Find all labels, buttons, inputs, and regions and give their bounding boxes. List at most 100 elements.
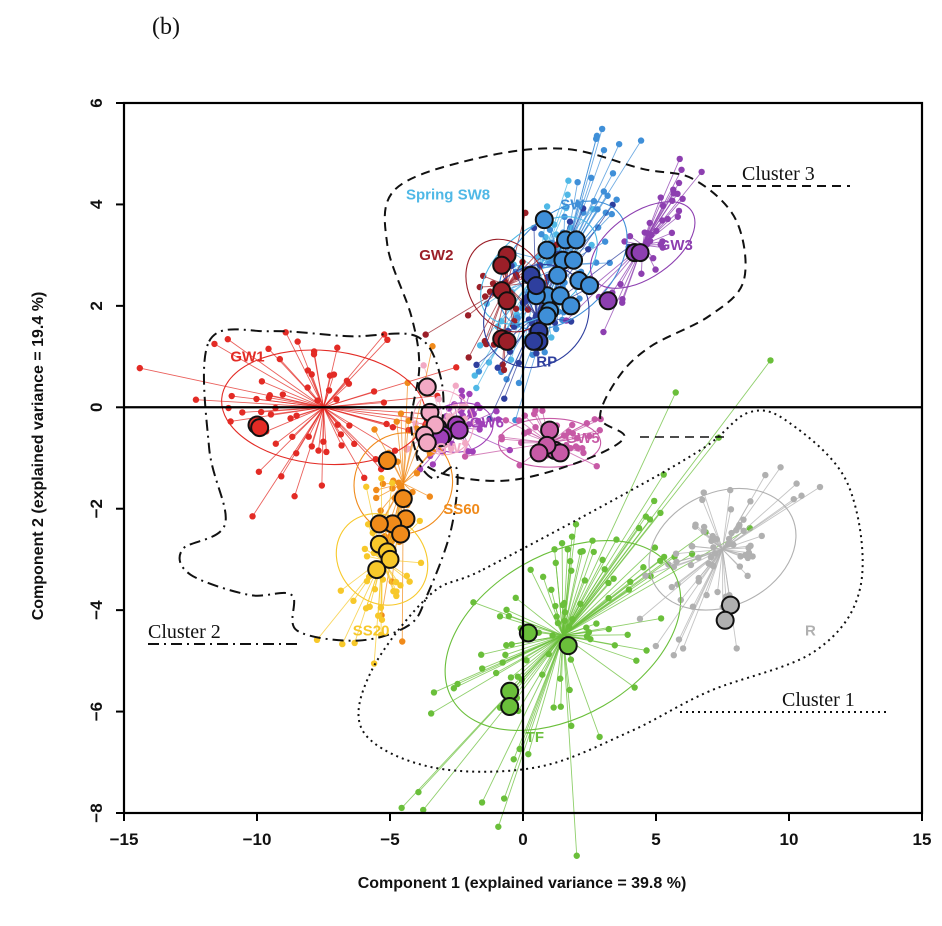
sample-point [453,364,460,371]
sample-point [651,544,659,551]
sample-point [384,336,391,344]
sample-point [816,483,824,491]
sample-point [333,396,340,403]
sample-point [593,462,600,470]
sample-point [476,426,483,433]
spoke-line [701,499,723,550]
group-label-gw6: GW6 [470,415,504,432]
group-label-gw2: GW2 [419,247,453,264]
group-label-sw: SW [560,197,585,214]
y-tick-label: 6 [87,98,106,107]
sample-point [568,722,575,730]
spoke-line [682,549,723,649]
centroid-marker [630,243,650,263]
sample-point [320,438,327,445]
sample-point [506,446,514,454]
sample-point [651,497,658,505]
sample-point [378,475,385,482]
spoke-line [323,339,388,408]
sample-point [588,174,595,182]
sample-point [398,804,405,812]
sample-point [581,577,589,584]
spoke-line [139,367,324,408]
sample-point [585,246,592,253]
sample-point [790,495,797,503]
centroid-marker [564,250,584,270]
sample-point [541,349,548,356]
spoke-line [268,397,324,408]
x-tick-label: −15 [110,830,139,849]
sample-point [393,418,400,425]
sample-point [371,586,379,593]
sample-point [477,651,485,658]
cluster-outline-cluster-2 [178,328,459,642]
sample-point [525,750,532,758]
sample-point [361,545,369,553]
sample-point [633,657,640,664]
sample-point [608,210,616,218]
centroid-marker [417,433,437,453]
sample-point [523,657,530,664]
centroid-marker [497,291,517,311]
sample-point [593,620,600,627]
centroid-marker [526,276,546,296]
cluster-label-cluster-1: Cluster 1 [782,689,855,711]
sample-point [758,532,765,540]
ellipse-r [648,487,797,611]
centroid-marker [250,418,270,438]
sample-point [427,710,435,717]
spoke-line [508,615,564,636]
sample-point [370,388,378,395]
sample-point [604,192,611,199]
sample-point [485,359,493,366]
spoke-line [639,548,723,620]
spoke-line [401,483,404,642]
sample-point [567,558,574,565]
sample-point [377,604,385,611]
sample-point [568,533,576,540]
sample-point [675,207,683,215]
centroid-marker [449,420,469,440]
sample-point [668,583,676,591]
spoke-line [717,549,723,593]
sample-point [500,366,508,374]
sample-point [492,669,500,677]
sample-point [554,619,562,627]
spoke-line [549,429,600,444]
y-axis-title: Component 2 (explained variance = 19.4 %… [30,292,47,621]
spoke-line [510,635,564,678]
centroid-marker [369,514,389,534]
y-tick-label: 0 [87,403,106,412]
sample-point [318,482,326,489]
sample-point [613,196,620,203]
spoke-line [321,407,324,486]
sample-point [672,550,680,557]
spoke-line [442,385,457,423]
sample-point [422,331,429,338]
sample-point [429,461,437,468]
sample-point [605,625,612,633]
sample-point [426,493,434,500]
centroid-marker [566,230,586,250]
spoke-line [323,406,409,431]
sample-point [500,795,508,802]
spoke-line [275,406,324,445]
centroid-marker [500,697,520,716]
spoke-line [252,407,324,517]
sample-point [566,218,574,225]
sample-point [239,409,246,416]
sample-point [539,671,546,678]
x-tick-label: 5 [651,830,660,849]
spoke-line [282,394,324,408]
sample-point [538,231,545,238]
centroid-marker [537,240,557,260]
sample-point [586,432,593,440]
sample-point [435,395,443,403]
sample-point [642,572,649,579]
sample-point [339,640,346,648]
sample-point [471,372,478,379]
x-tick-label: −10 [243,830,272,849]
sample-point [798,492,805,499]
group-label-ss60: SS60 [443,501,480,518]
spoke-line [562,597,609,636]
